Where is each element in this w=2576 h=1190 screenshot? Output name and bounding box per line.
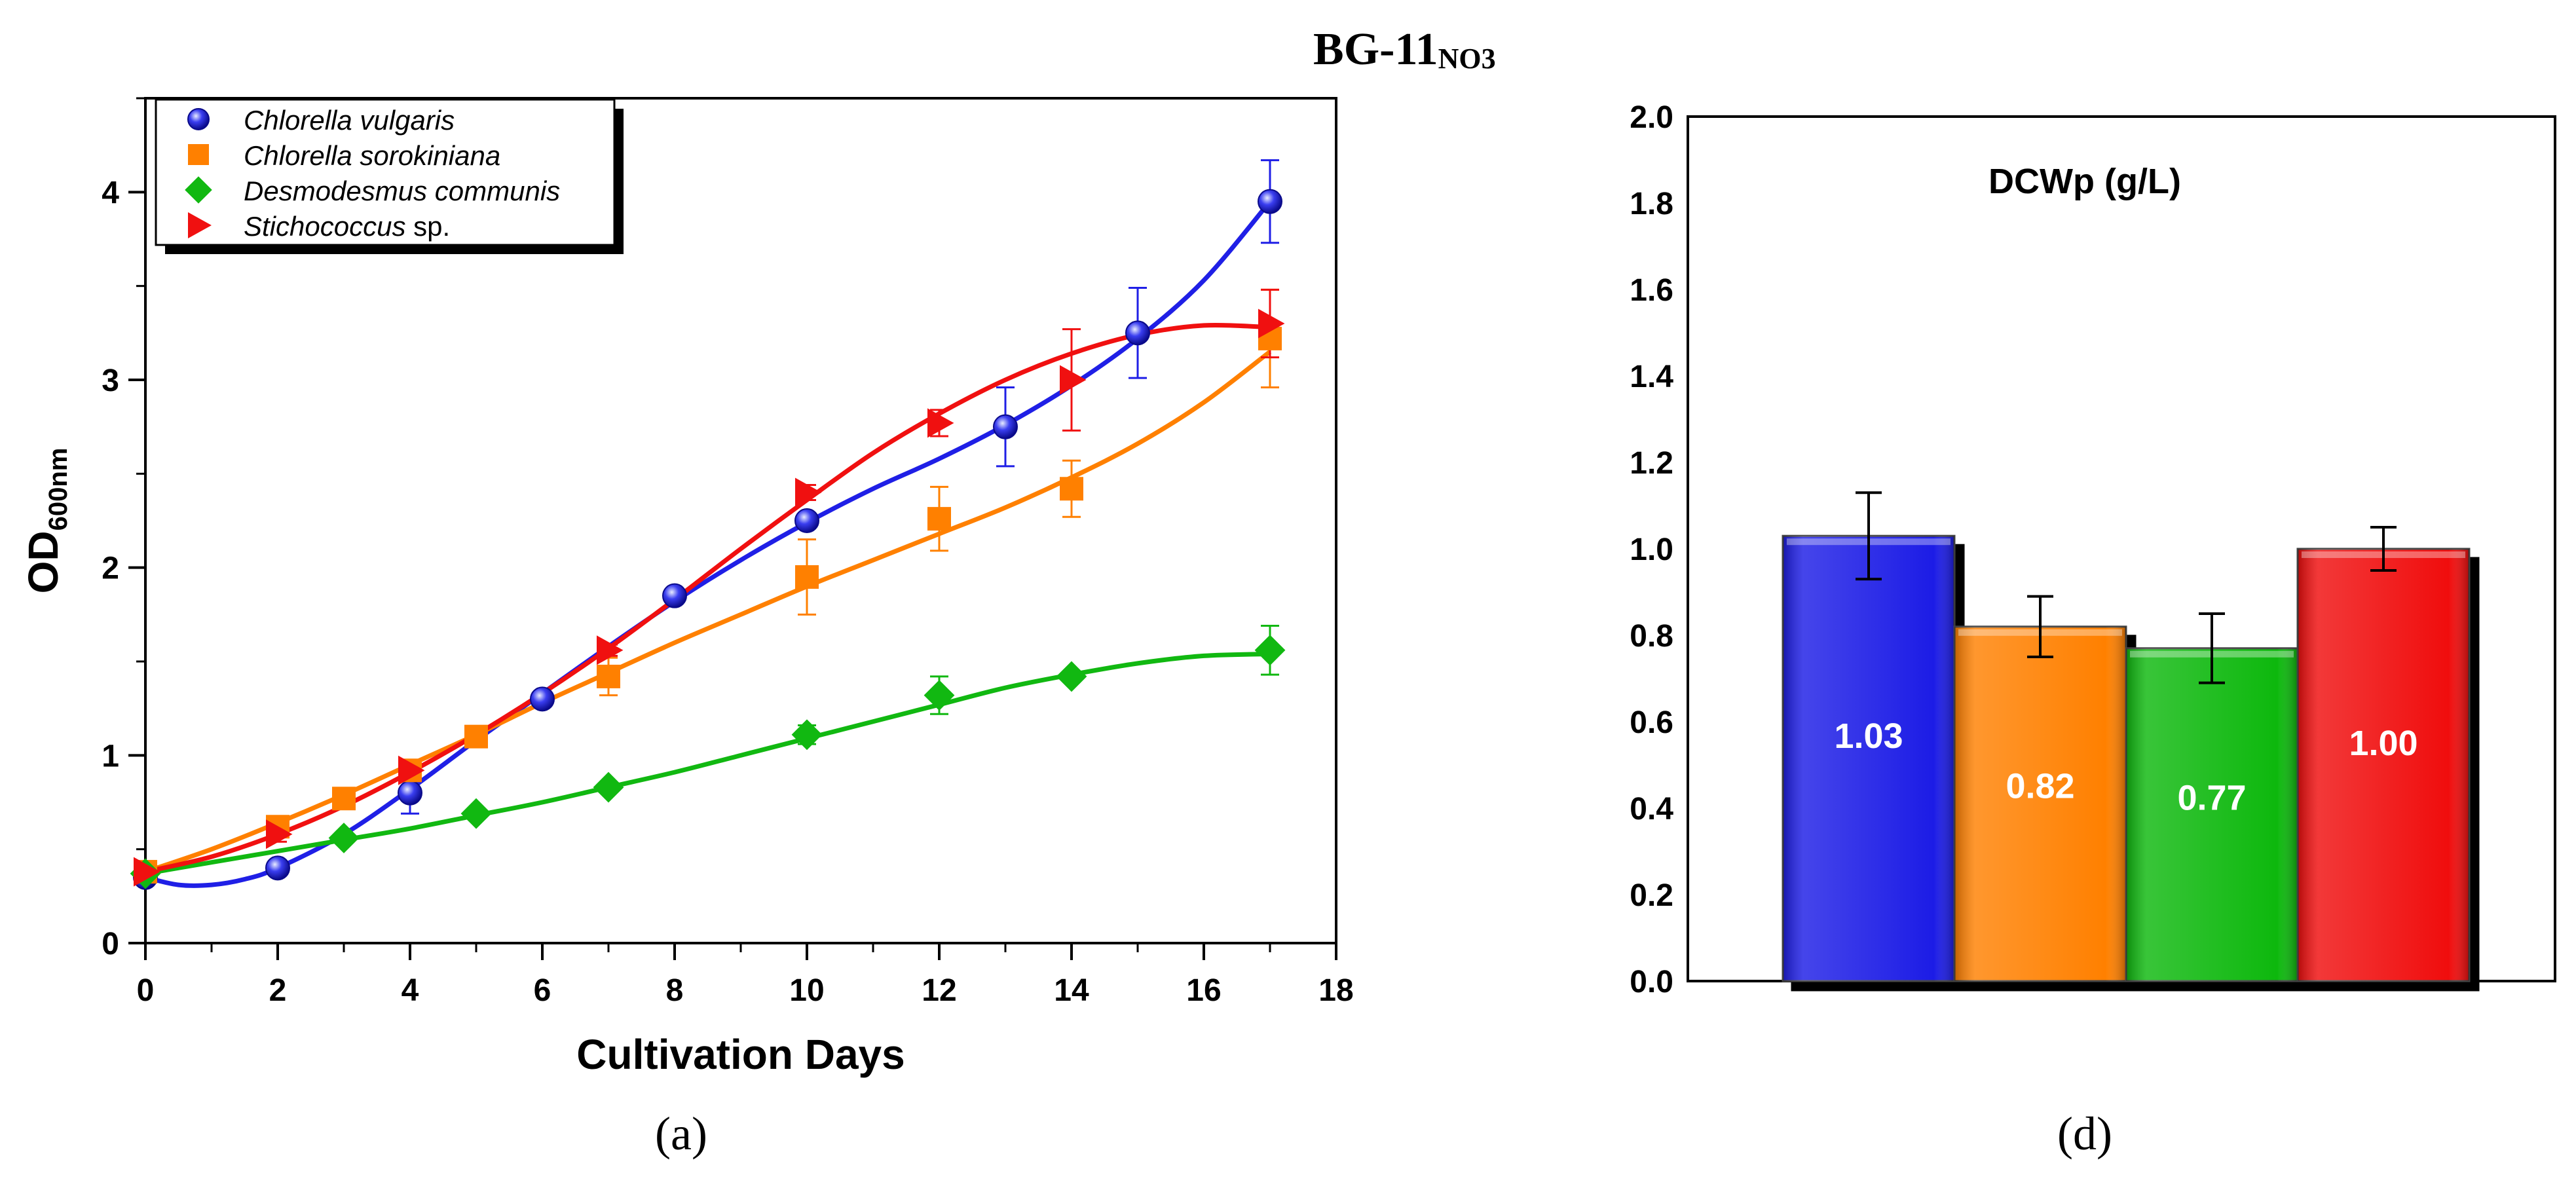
data-point-diamond: [185, 176, 212, 204]
data-point-square: [464, 724, 488, 749]
x-tick-label: 18: [1318, 973, 1353, 1008]
data-point-triangle: [795, 477, 822, 508]
x-tick-label: 4: [401, 973, 419, 1008]
data-point-triangle: [398, 755, 425, 785]
y-tick-label: 2: [102, 551, 119, 586]
data-point-diamond: [1056, 661, 1087, 692]
data-point-triangle: [266, 819, 293, 849]
bar-shading: [1954, 626, 2126, 981]
legend-label: Stichococcus sp.: [244, 211, 450, 242]
y-tick-label: 0.2: [1630, 878, 1673, 913]
fit-curve: [145, 200, 1272, 888]
y-tick-label: 2.0: [1630, 100, 1673, 135]
data-point-circle: [993, 414, 1018, 439]
data-point-circle: [794, 508, 819, 533]
x-tick-label: 14: [1054, 973, 1089, 1008]
x-tick-label: 12: [922, 973, 956, 1008]
data-point-triangle: [1060, 365, 1087, 395]
y-tick-label: 0.4: [1630, 792, 1673, 827]
bar-chart-axes: 0.0 0.2 0.4 0.6 0.8 1.0 1.2 1.4 1.6 1.8 2.0: [1630, 100, 1673, 999]
x-tick-label: 16: [1186, 973, 1221, 1008]
x-tick-label: 0: [137, 973, 155, 1008]
data-point-circle: [530, 686, 555, 712]
line-chart-fit-curves: [144, 200, 1272, 888]
data-point-diamond: [1254, 635, 1286, 666]
x-axis-label: Cultivation Days: [576, 1031, 905, 1078]
bar-chart-panel: DCWp (g/L) 0.0 0.2 0.4 0.6 0.8 1.0 1.2 1.4 1.6 1.…: [1630, 100, 2556, 1160]
y-tick-label: 1.6: [1630, 273, 1673, 308]
y-tick-label: 3: [102, 363, 119, 398]
data-point-circle: [398, 780, 422, 806]
y-tick-label: 0.0: [1630, 965, 1673, 999]
legend: Chlorella vulgaris Chlorella sorokiniana D…: [155, 98, 624, 254]
bar-value-label: 1.03: [1834, 716, 1903, 756]
line-chart-markers: [130, 189, 1286, 890]
legend-label: Desmodesmus communis: [244, 176, 560, 206]
data-point-triangle: [134, 857, 160, 887]
bar-shading: [2126, 648, 2298, 981]
y-tick-label: 1.4: [1630, 360, 1673, 394]
data-point-circle: [187, 108, 210, 130]
panel-label-d: (d): [2057, 1107, 2112, 1160]
bar-chart-title: DCWp (g/L): [1988, 162, 2181, 201]
y-tick-label: 1: [102, 739, 119, 773]
panel-label-a: (a): [655, 1107, 707, 1160]
legend-label: Chlorella vulgaris: [244, 105, 455, 136]
y-tick-label: 1.0: [1630, 532, 1673, 567]
bar-chart-bars: 1.03 0.82 0.77 1.00: [1782, 491, 2471, 982]
bar-value-label: 1.00: [2349, 724, 2417, 763]
bar-value-label: 0.82: [2006, 766, 2074, 806]
fit-curve: [145, 652, 1271, 876]
x-tick-label: 10: [789, 973, 824, 1008]
fit-curve: [144, 350, 1272, 874]
data-point-square: [332, 787, 356, 811]
data-point-square: [1060, 477, 1083, 501]
y-tick-label: 0.8: [1630, 619, 1673, 654]
y-tick-label: 0.6: [1630, 705, 1673, 740]
y-tick-label: 0: [102, 927, 119, 961]
data-point-triangle: [188, 212, 212, 238]
data-point-square: [795, 565, 819, 589]
legend-box: [155, 98, 616, 246]
x-tick-label: 6: [534, 973, 551, 1008]
figure-title: BG-11NO3: [1313, 24, 1496, 75]
x-tick-label: 8: [666, 973, 684, 1008]
bar-value-label: 0.77: [2177, 778, 2246, 817]
data-point-triangle: [1258, 308, 1285, 339]
data-point-square: [597, 664, 620, 688]
data-point-diamond: [593, 772, 624, 803]
y-tick-label: 1.8: [1630, 187, 1673, 221]
line-chart-error-bars: [136, 159, 1279, 882]
data-point-triangle: [927, 408, 954, 438]
fit-curve: [145, 322, 1271, 874]
y-axis-label: OD600nm: [20, 448, 73, 594]
data-point-diamond: [460, 798, 492, 829]
data-point-circle: [662, 583, 687, 608]
y-tick-label: 1.2: [1630, 446, 1673, 481]
data-point-triangle: [597, 635, 624, 665]
bar-shading: [2298, 549, 2469, 981]
legend-label: Chlorella sorokiniana: [244, 140, 500, 171]
data-point-diamond: [328, 823, 360, 853]
y-tick-label: 4: [102, 176, 119, 210]
data-point-diamond: [791, 719, 823, 751]
bar-shading: [1783, 536, 1954, 981]
x-tick-label: 2: [269, 973, 287, 1008]
data-point-square: [188, 144, 209, 165]
data-point-circle: [1258, 189, 1282, 214]
data-point-diamond: [924, 680, 955, 711]
data-point-circle: [265, 855, 290, 881]
data-point-square: [927, 507, 951, 531]
data-point-circle: [1125, 320, 1150, 346]
